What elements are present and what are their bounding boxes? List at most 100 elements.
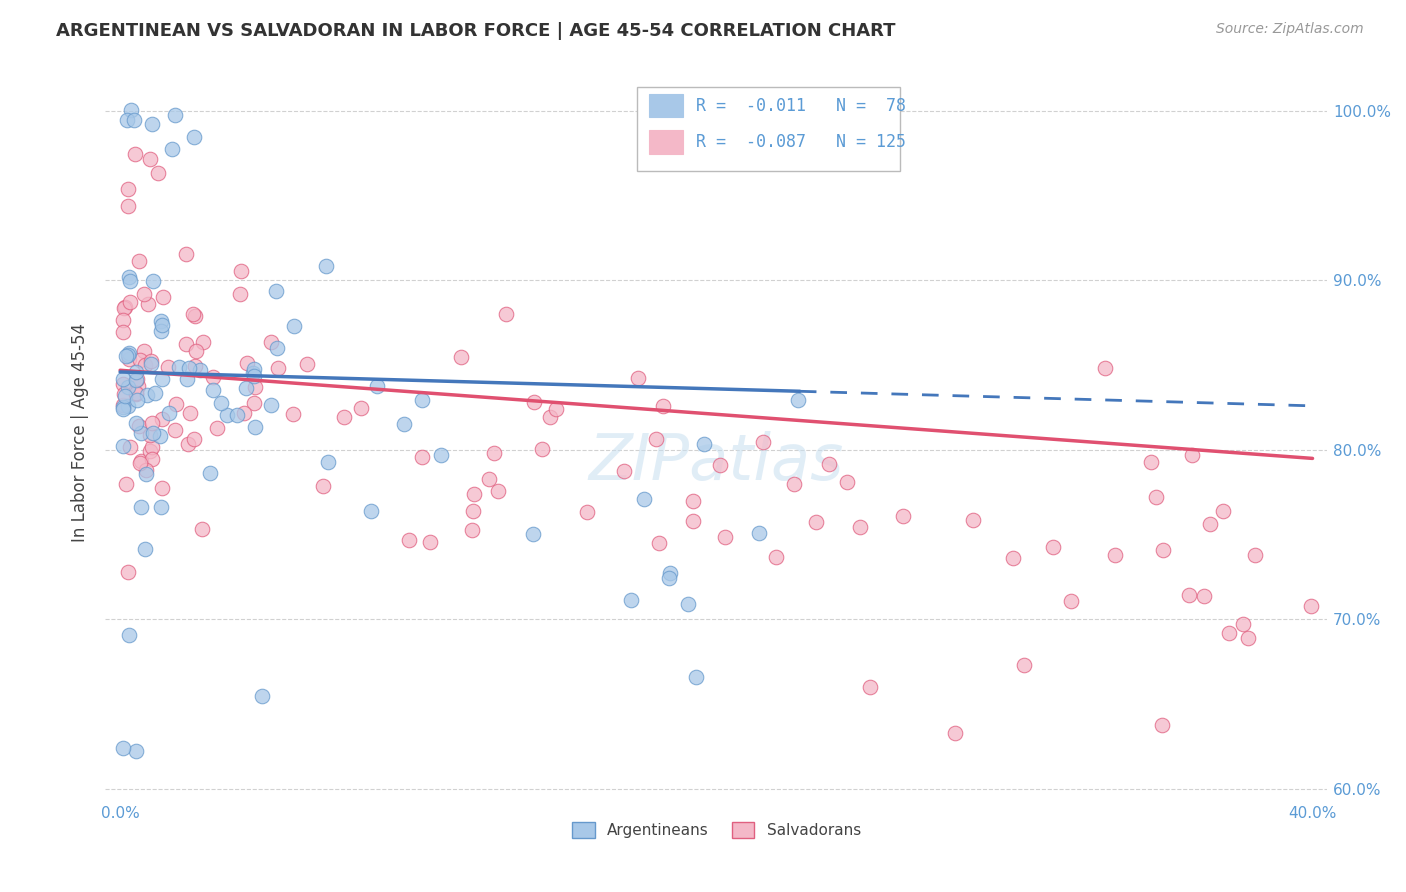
Point [176,247,198,261]
Point [450,350,472,364]
Point [120,441,142,455]
Point [184,344,207,359]
Point [152,481,174,495]
Point [120,274,142,288]
Point [167,359,190,374]
Point [125,387,148,401]
Point [411,450,433,465]
Point [658,571,681,585]
Point [129,500,152,514]
Point [142,426,165,441]
Point [209,396,232,410]
Point [134,358,156,372]
Point [129,454,152,468]
Point [1002,550,1025,565]
Point [266,341,288,355]
FancyBboxPatch shape [637,87,900,170]
Point [156,360,179,375]
Point [176,372,198,386]
Point [252,689,274,703]
Point [112,398,135,412]
Point [765,549,787,564]
Point [225,408,247,422]
Point [1218,625,1240,640]
Point [118,294,141,309]
Point [114,389,136,403]
Point [112,372,135,386]
Point [112,313,135,327]
Point [191,522,214,536]
Point [818,457,841,471]
Point [122,113,145,128]
Point [243,379,266,393]
Point [1243,549,1265,563]
Point [714,531,737,545]
Point [783,477,806,491]
Point [141,451,163,466]
Point [495,307,517,321]
Point [260,334,283,349]
Point [266,284,288,298]
Point [136,297,159,311]
Point [530,442,553,456]
Point [112,439,135,453]
Point [118,351,141,366]
Point [134,287,156,301]
Point [184,309,207,323]
Point [1012,658,1035,673]
Point [486,484,509,499]
Point [463,504,485,518]
Point [184,359,207,374]
Point [1299,599,1322,614]
Point [229,263,252,277]
Point [620,592,643,607]
Point [1232,617,1254,632]
Point [129,425,152,440]
Point [142,274,165,288]
Point [522,527,544,541]
Point [360,504,382,518]
Point [117,198,139,212]
Point [627,371,650,385]
Point [1194,589,1216,603]
Point [1140,455,1163,469]
Point [198,466,221,480]
Point [128,254,150,268]
Text: Source: ZipAtlas.com: Source: ZipAtlas.com [1216,22,1364,37]
Point [748,526,770,541]
Point [232,406,254,420]
Point [316,454,339,468]
Point [242,367,264,381]
Point [179,406,201,420]
Point [118,345,141,359]
Point [165,423,187,437]
Point [891,509,914,524]
Text: ZIPatlas: ZIPatlas [589,431,844,493]
Point [311,479,333,493]
Point [183,433,205,447]
Point [157,406,180,420]
Point [1094,361,1116,376]
Point [112,376,135,391]
Point [242,369,264,384]
Point [138,443,160,458]
Point [188,363,211,377]
Point [115,477,138,491]
Point [165,108,187,122]
Point [283,319,305,334]
Point [165,397,187,411]
Point [1104,548,1126,562]
Point [692,437,714,451]
Point [1059,593,1081,607]
Point [132,343,155,358]
Point [1152,542,1174,557]
Point [149,500,172,515]
Point [152,371,174,385]
Point [752,434,775,449]
Point [207,421,229,435]
Bar [650,130,683,153]
Point [181,307,204,321]
Point [962,513,984,527]
Point [575,505,598,519]
Point [145,385,167,400]
